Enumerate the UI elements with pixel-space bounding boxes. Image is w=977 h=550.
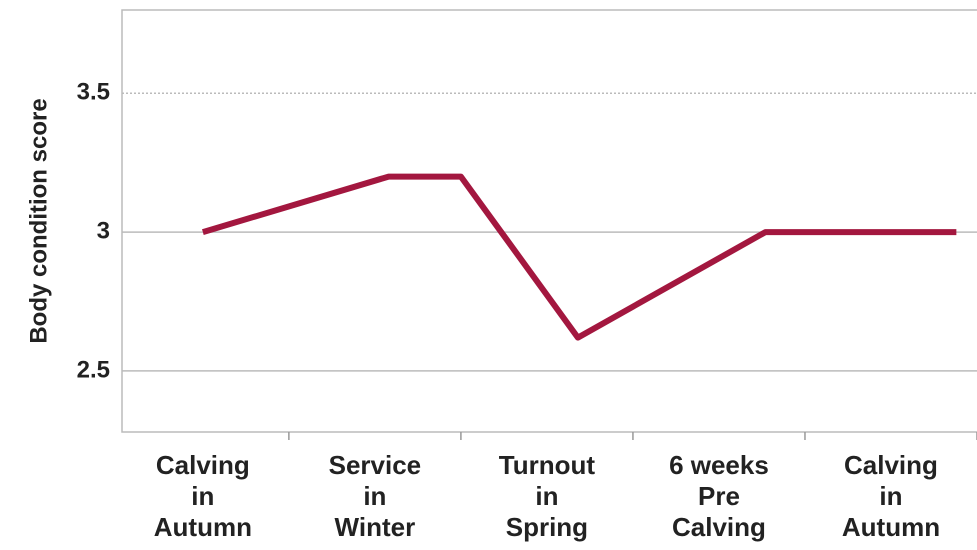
x-tick-label-line: Calving <box>672 512 766 542</box>
x-tick-label: Turnout in Spring <box>499 450 596 542</box>
y-tick-label: 2.5 <box>77 356 110 383</box>
x-tick-label-line: Calving <box>156 450 250 480</box>
plot-frame <box>121 9 977 433</box>
x-tick-label: Calving in Autumn <box>842 450 940 542</box>
x-tick-label-line: Autumn <box>154 512 252 542</box>
x-tick-label-line: Calving <box>844 450 938 480</box>
x-tick-label-line: in <box>191 481 214 511</box>
x-tick-label-line: Turnout <box>499 450 596 480</box>
x-tick-label-line: 6 weeks <box>669 450 769 480</box>
x-tick-label-line: Winter <box>335 512 416 542</box>
y-tick-label: 3.5 <box>77 79 110 106</box>
y-axis-label: Body condition score <box>25 98 52 343</box>
x-tick-label: 6 weeks Pre Calving <box>669 450 769 542</box>
x-tick-label: Calving in Autumn <box>154 450 252 542</box>
x-tick-label-line: in <box>363 481 386 511</box>
y-tick-label: 3 <box>97 217 110 244</box>
x-tick-label-line: Autumn <box>842 512 940 542</box>
x-tick-label-line: Pre <box>698 481 740 511</box>
data-line <box>201 173 957 341</box>
x-tick-label-line: in <box>879 481 902 511</box>
x-tick-label: Service in Winter <box>329 450 422 542</box>
x-tick-label-line: Spring <box>506 512 588 542</box>
x-tick-label-line: Service <box>329 450 422 480</box>
x-tick-label-line: in <box>535 481 558 511</box>
